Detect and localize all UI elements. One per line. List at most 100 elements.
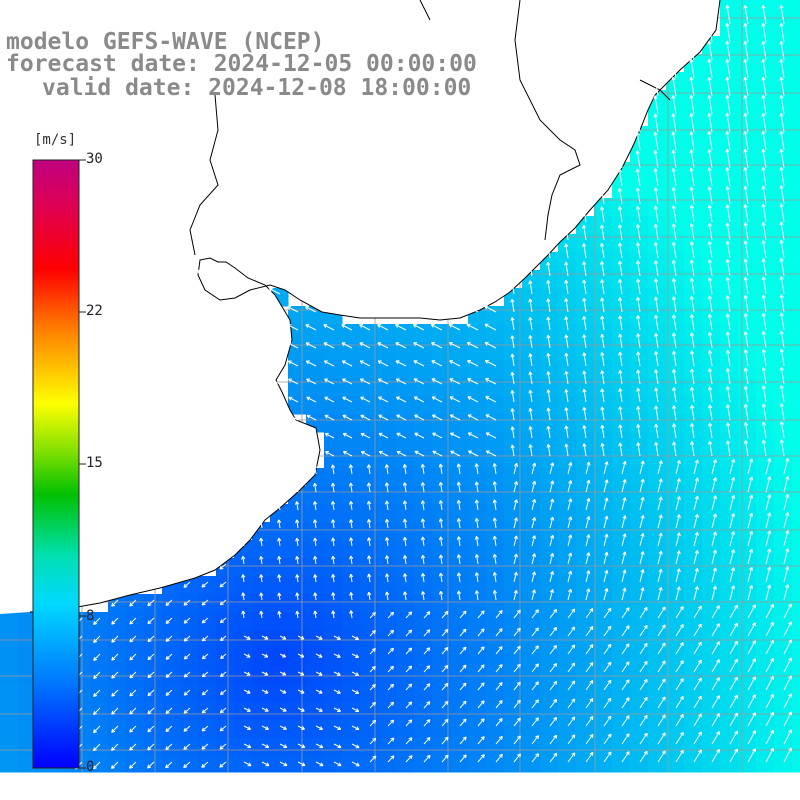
wind-arrow (617, 206, 623, 223)
wind-arrow-shaft (654, 187, 659, 205)
wind-arrow-shaft (296, 537, 299, 547)
field-cell (774, 684, 793, 703)
field-cell (756, 396, 775, 415)
wind-arrow-head (636, 387, 639, 392)
wind-arrow-head (653, 150, 656, 154)
wind-arrow-head (220, 693, 224, 696)
wind-arrow-head (749, 476, 753, 480)
wind-arrow (467, 432, 479, 439)
field-cell (486, 558, 505, 577)
wind-arrow-head (202, 639, 206, 642)
wind-arrow-head (360, 451, 364, 455)
field-cell (450, 558, 469, 577)
wind-arrow-head (484, 360, 488, 364)
field-cell (180, 702, 199, 721)
wind-arrow-shaft (565, 280, 569, 295)
wind-arrow-head (671, 350, 675, 355)
field-cell (576, 612, 595, 631)
field-cell (486, 432, 505, 451)
wind-arrow-head (785, 512, 789, 516)
wind-arrow-head (510, 317, 513, 321)
wind-arrow-head (395, 324, 398, 328)
wind-arrow-head (550, 516, 554, 520)
wind-arrow-shaft (603, 497, 608, 511)
field-cell (378, 378, 397, 397)
wind-arrow-shaft (780, 23, 785, 43)
wind-arrow (707, 241, 713, 259)
field-cell (576, 270, 595, 289)
field-cell (414, 756, 433, 773)
wind-arrow-shaft (708, 23, 713, 43)
wind-arrow-head (707, 350, 711, 354)
wind-arrow-shaft (690, 95, 695, 115)
field-cell (378, 756, 397, 773)
wind-arrow (779, 112, 785, 133)
field-cell (630, 720, 649, 739)
field-cell (702, 468, 721, 487)
wind-arrow-shaft (449, 414, 461, 421)
wind-arrow (600, 297, 605, 313)
field-cell (504, 504, 523, 523)
wind-arrow (360, 432, 371, 439)
field-cell (594, 288, 613, 307)
field-cell (324, 378, 343, 397)
wind-arrow (528, 407, 533, 421)
wind-arrow-head (779, 385, 782, 389)
field-cell (738, 450, 757, 469)
field-cell (738, 756, 757, 773)
wind-arrow (689, 295, 695, 313)
wind-arrow-head (485, 378, 488, 382)
field-cell (702, 684, 721, 703)
wind-arrow-head (707, 23, 710, 27)
wind-arrow-shaft (708, 277, 713, 295)
land-area (0, 0, 720, 614)
field-cell (486, 540, 505, 559)
field-cell (126, 702, 145, 721)
wind-arrow (707, 94, 713, 115)
field-cell (432, 720, 451, 739)
wind-arrow (618, 424, 623, 439)
field-cell (594, 540, 613, 559)
field-cell (396, 756, 415, 773)
wind-arrow (621, 515, 627, 529)
wind-arrow-shaft (377, 324, 389, 331)
wind-arrow-head (725, 368, 728, 372)
wind-arrow (725, 313, 731, 331)
wind-arrow-head (413, 342, 416, 346)
field-cell (792, 72, 800, 91)
wind-arrow-shaft (395, 360, 407, 367)
field-cell (558, 468, 577, 487)
field-cell (414, 666, 433, 685)
wind-arrow-head (468, 450, 471, 455)
wind-arrow-shaft (386, 537, 389, 547)
wind-arrow (653, 113, 659, 133)
wind-arrow (467, 414, 479, 421)
wind-arrow (707, 295, 713, 313)
wind-arrow-head (528, 389, 531, 394)
field-cell (684, 540, 703, 559)
wind-arrow-head (731, 458, 735, 463)
wind-arrow-shaft (690, 187, 695, 205)
field-cell (720, 72, 739, 91)
wind-arrow (743, 185, 749, 205)
field-cell (648, 342, 667, 361)
field-cell (504, 324, 523, 343)
field-cell (432, 684, 451, 703)
wind-arrow-head (600, 334, 603, 338)
field-cell (756, 522, 775, 541)
wind-arrow-shaft (396, 414, 407, 421)
field-cell (684, 612, 703, 631)
wind-arrow-head (546, 316, 549, 321)
wind-arrow-head (761, 59, 764, 63)
field-cell (486, 414, 505, 433)
wind-arrow-shaft (675, 478, 680, 493)
wind-arrow-head (671, 332, 675, 337)
field-cell (360, 648, 379, 667)
wind-arrow-shaft (549, 498, 554, 511)
wind-arrow-head (779, 23, 782, 27)
wind-arrow-shaft (414, 414, 425, 421)
field-cell (720, 324, 739, 343)
wind-arrow (603, 479, 609, 493)
wind-arrow (467, 396, 479, 403)
wind-arrow-shaft (636, 187, 641, 205)
